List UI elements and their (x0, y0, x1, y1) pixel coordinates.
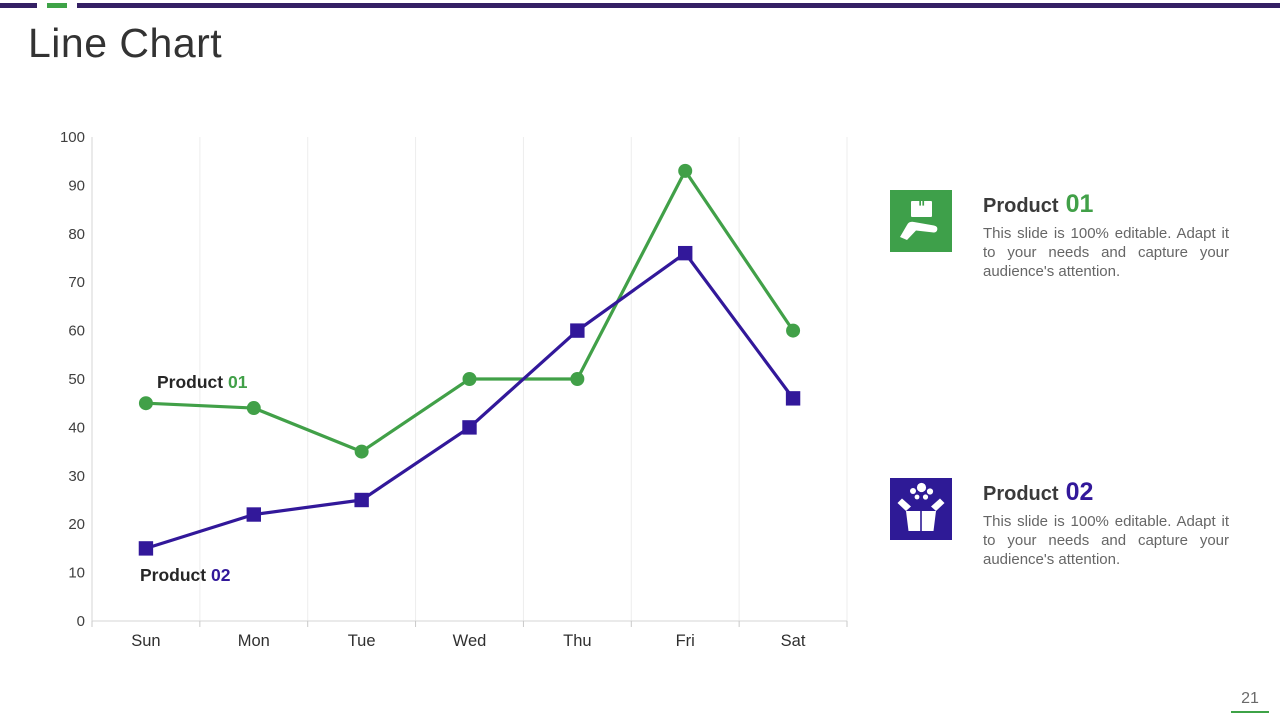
accent-segment-purple-right (77, 3, 1280, 8)
line-chart: 0 10 20 30 40 50 60 70 80 90 100 Sun Mon Tue Wed Thu Fri… (40, 125, 860, 670)
x-tick-label: Sun (131, 632, 160, 650)
y-tick-label: 0 (77, 613, 85, 630)
feature-description: This slide is 100% editable. Adapt it to… (983, 513, 1229, 568)
slide-title: Line Chart (28, 20, 223, 66)
data-point-square (246, 507, 261, 522)
data-point-square (678, 245, 693, 261)
feature-title-prefix: Product (983, 195, 1059, 217)
y-tick-label: 50 (68, 371, 85, 388)
data-point-square (462, 420, 477, 435)
data-point-circle (354, 444, 369, 459)
feature-description: This slide is 100% editable. Adapt it to… (983, 225, 1229, 280)
feature-title-number: 02 (1065, 478, 1094, 506)
open-box-icon (890, 478, 952, 540)
feature-title: Product 02 (983, 478, 1229, 507)
y-tick-label: 10 (68, 565, 85, 582)
hand-holding-box-icon (890, 190, 952, 252)
series-line-01 (144, 169, 795, 454)
feature-title: Product 01 (983, 190, 1229, 219)
data-point-circle (570, 372, 585, 386)
data-point-circle (138, 396, 153, 411)
data-point-circle (786, 323, 801, 338)
x-tick-label: Sat (781, 632, 806, 650)
accent-segment-green (47, 3, 67, 8)
y-tick-label: 80 (68, 226, 85, 243)
data-point-square (138, 541, 154, 556)
feature-title-prefix: Product (983, 483, 1059, 505)
series-label-02: Product 02 (140, 565, 231, 585)
page-number: 21 (1231, 690, 1269, 713)
feature-product-02: Product 02 This slide is 100% editable. … (890, 478, 1235, 569)
feature-title-number: 01 (1065, 190, 1094, 218)
x-tick-label: Mon (238, 632, 270, 650)
x-tick-label: Fri (676, 632, 695, 650)
y-tick-label: 20 (68, 516, 85, 533)
accent-segment-purple-left (0, 3, 37, 8)
y-tick-label: 40 (68, 419, 85, 436)
data-point-circle (678, 163, 693, 178)
y-tick-label: 90 (68, 177, 85, 194)
y-tick-label: 30 (68, 468, 85, 485)
y-tick-label: 100 (60, 129, 85, 146)
x-tick-label: Tue (348, 632, 376, 650)
feature-product-01: Product 01 This slide is 100% editable. … (890, 190, 1235, 281)
data-point-circle (246, 401, 261, 416)
series-label-01: Product 01 (157, 372, 248, 392)
data-point-square (354, 492, 369, 508)
x-tick-label: Thu (563, 632, 591, 650)
data-point-square (785, 391, 801, 406)
data-point-circle (462, 372, 477, 386)
x-tick-label: Wed (453, 632, 487, 650)
y-tick-label: 70 (68, 274, 85, 291)
series-line-02 (144, 251, 795, 550)
data-point-square (570, 323, 585, 338)
y-tick-label: 60 (68, 323, 85, 340)
